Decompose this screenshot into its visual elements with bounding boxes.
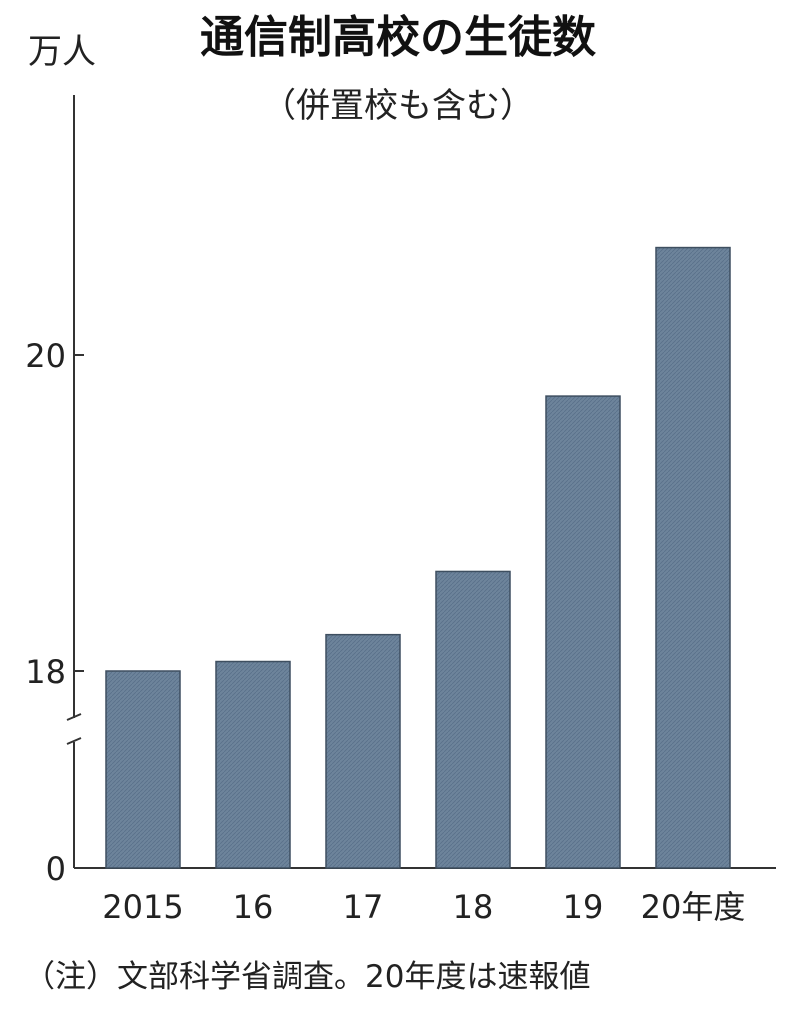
- bar: [655, 246, 731, 869]
- x-tick-label: 16: [233, 888, 274, 926]
- x-tick-label: 20年度: [641, 888, 746, 926]
- x-tick-label: 17: [343, 888, 384, 926]
- y-tick-label: 20: [25, 337, 66, 375]
- bars: [105, 246, 731, 869]
- x-tick-label: 18: [453, 888, 494, 926]
- y-tick-label: 0: [46, 850, 66, 888]
- bar: [215, 660, 291, 869]
- bar: [545, 395, 621, 869]
- y-axis-unit-label: 万人: [28, 32, 96, 72]
- chart-title: 通信制高校の生徒数: [200, 12, 596, 63]
- y-tick-label: 18: [25, 653, 66, 691]
- bar: [105, 670, 181, 869]
- x-tick-label: 19: [563, 888, 604, 926]
- chart-footnote: （注）文部科学省調査。20年度は速報値: [24, 959, 590, 995]
- bar: [325, 633, 401, 869]
- x-axis-labels: 2015 16 17 18 19 20年度: [102, 888, 745, 926]
- bar: [435, 570, 511, 869]
- axis-break-mark-lower: [66, 737, 82, 745]
- y-axis: 0 18 20: [25, 95, 776, 888]
- chart-subtitle: （併置校も含む）: [262, 86, 534, 126]
- x-tick-label: 2015: [102, 888, 183, 926]
- axis-break-mark-upper: [66, 713, 82, 721]
